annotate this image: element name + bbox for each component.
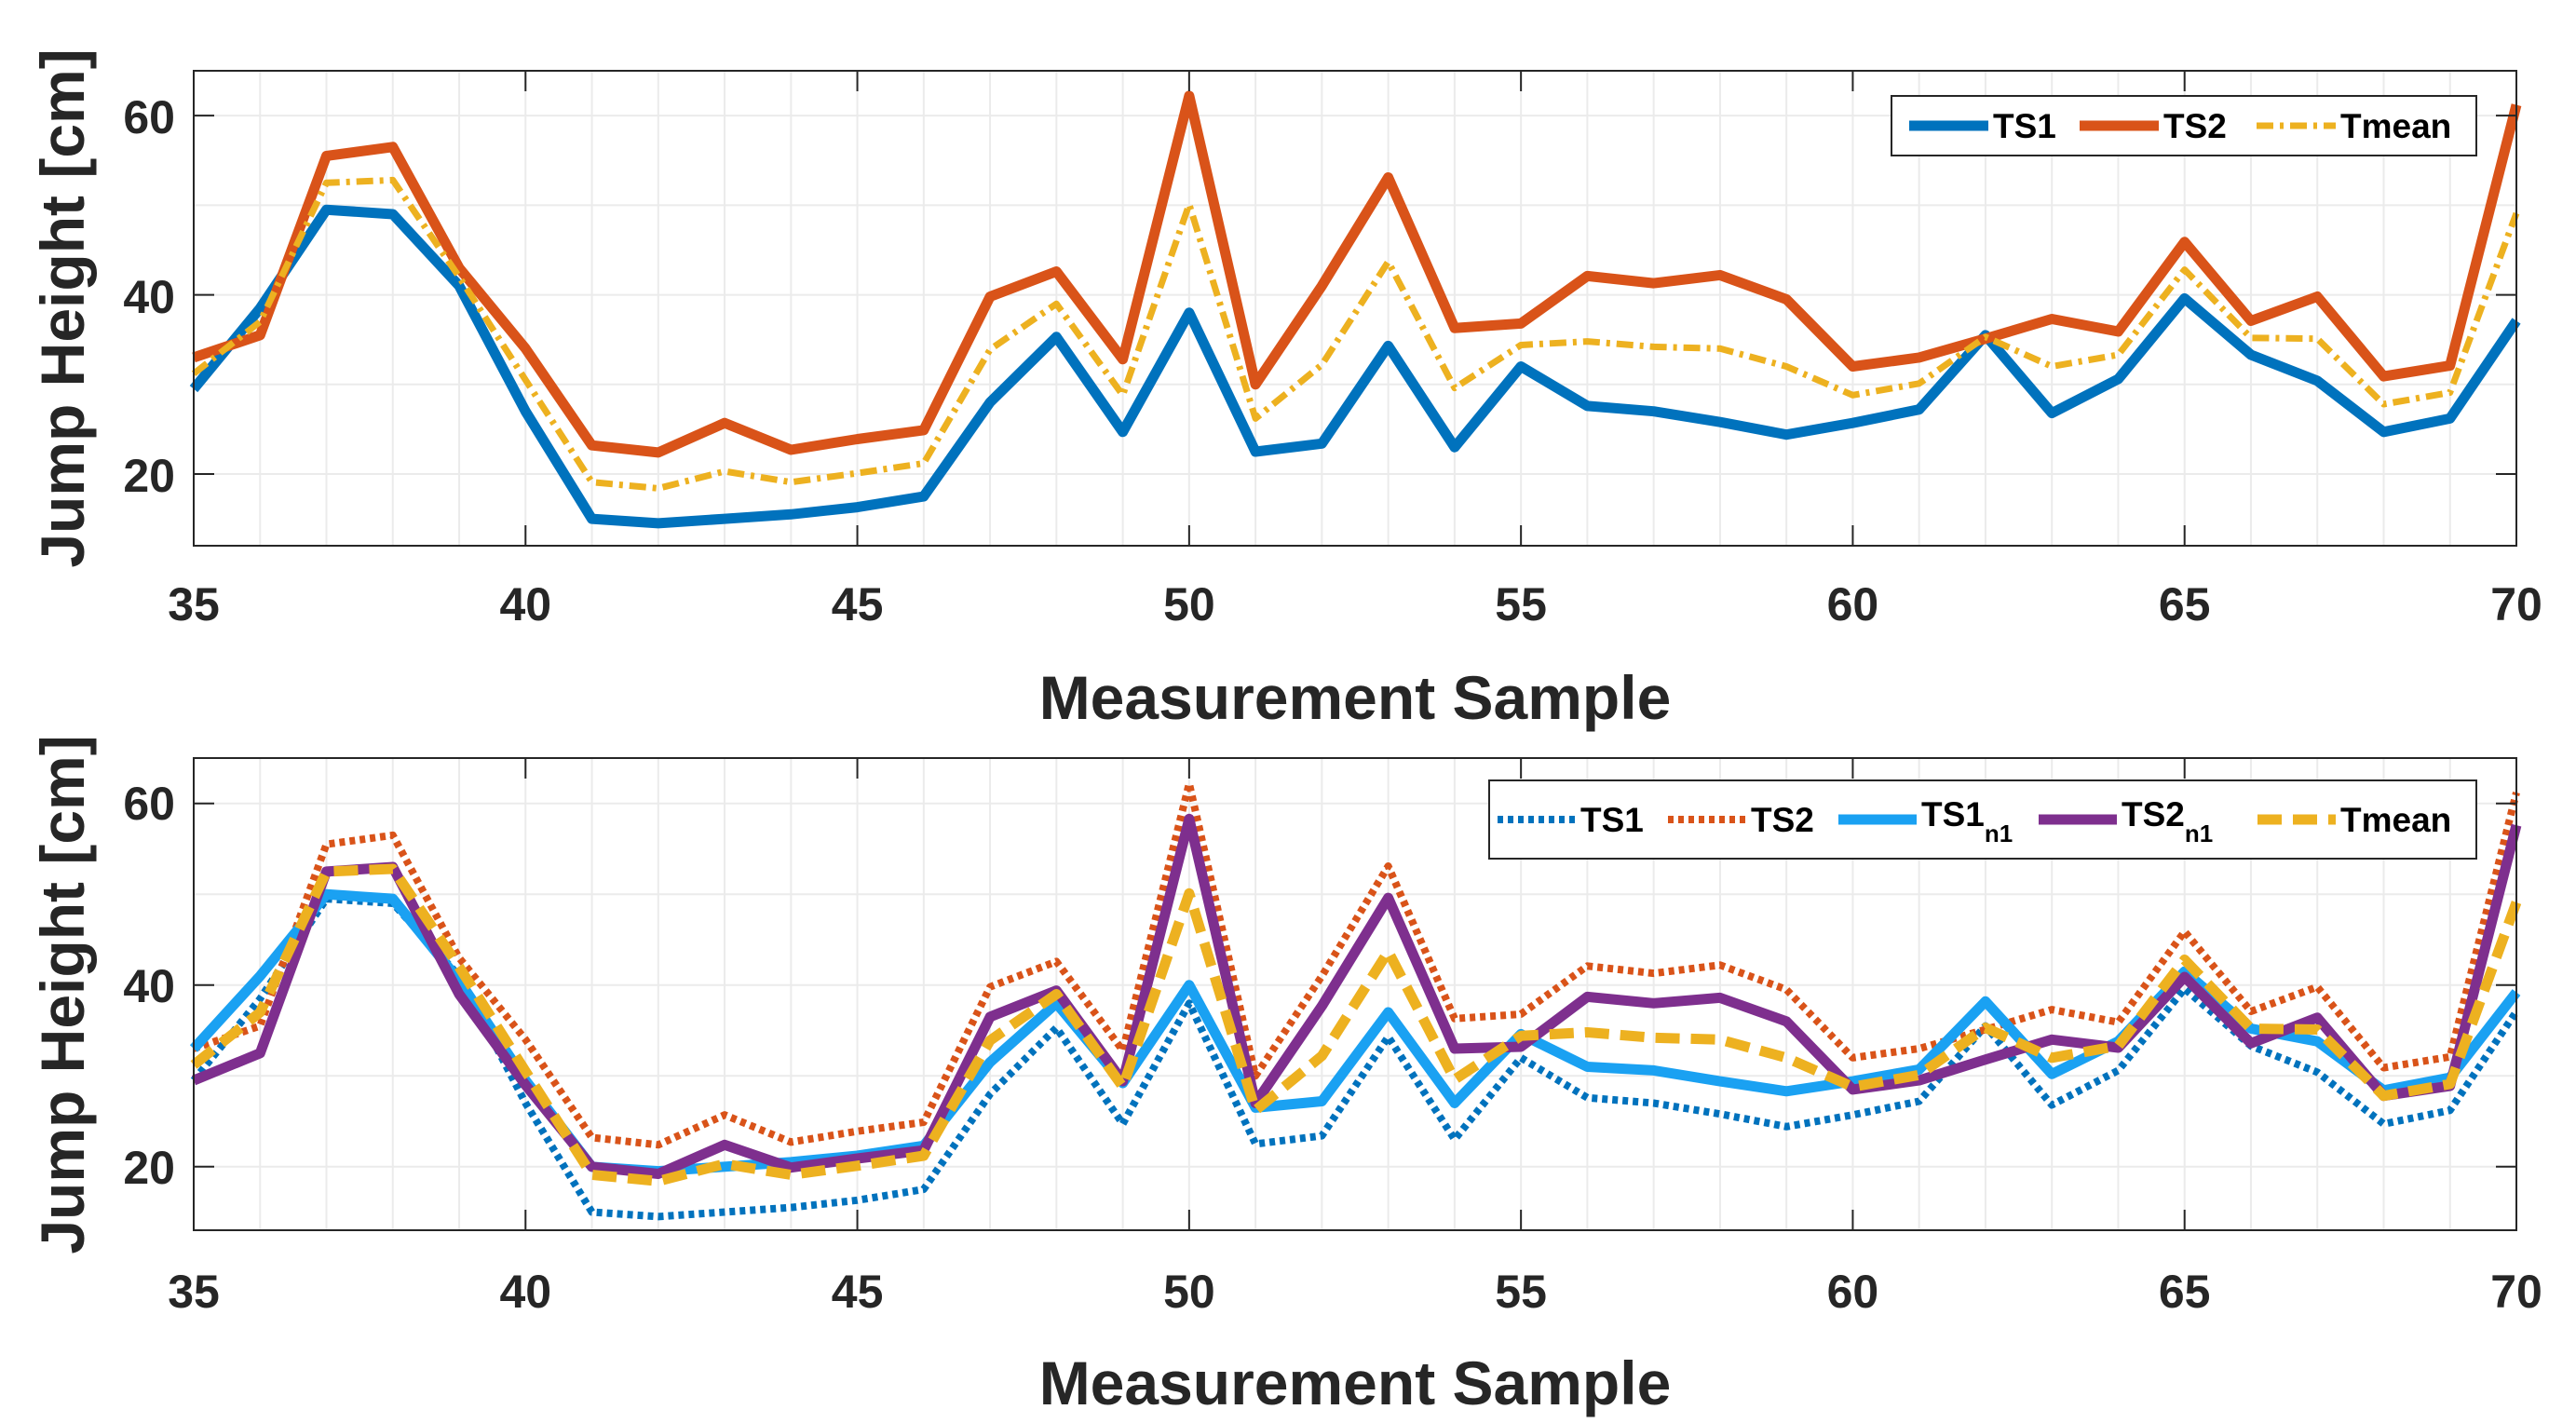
legend-label-ts2-n1-main: TS2 [2122, 795, 2185, 833]
legend-label-ts2: TS2 [2163, 107, 2227, 145]
y-tick-label: 40 [123, 271, 175, 323]
y-tick-label: 60 [123, 778, 175, 830]
legend-label-ts2-n1: TS2n1 [2122, 795, 2213, 847]
x-tick-label: 35 [168, 578, 220, 630]
legend-label-tmean: Tmean [2340, 107, 2451, 145]
x-axis-label: Measurement Sample [1039, 663, 1672, 732]
y-tick-label: 20 [123, 450, 175, 502]
x-tick-label: 65 [2159, 578, 2211, 630]
x-tick-label: 45 [832, 1266, 884, 1318]
y-axis-label: Jump Height [cm] [28, 48, 97, 567]
series-line-ts2 [192, 779, 2520, 1149]
x-tick-label: 60 [1827, 1266, 1879, 1318]
y-axis-label: Jump Height [cm] [28, 735, 97, 1254]
legend-label-ts2-n1-sub: n1 [2185, 820, 2213, 847]
x-tick-label: 70 [2490, 578, 2542, 630]
x-tick-label: 70 [2490, 1266, 2542, 1318]
x-tick-label: 40 [499, 1266, 551, 1318]
legend-label-tmean: Tmean [2340, 801, 2451, 839]
x-tick-label: 50 [1163, 578, 1215, 630]
legend-label-ts1: TS1 [1580, 801, 1644, 839]
legend-label-ts1-n1-sub: n1 [1985, 820, 2013, 847]
x-tick-label: 60 [1827, 578, 1879, 630]
x-tick-label: 55 [1495, 578, 1547, 630]
legend-label-ts1: TS1 [1993, 107, 2056, 145]
series-line-ts1 [189, 204, 2521, 529]
y-tick-label: 20 [123, 1142, 175, 1194]
series-line-tmean [190, 863, 2522, 1186]
legend-label-ts1-n1-main: TS1 [1921, 795, 1985, 833]
legend: TS1 TS2 Tmean [1891, 95, 2477, 156]
legend-label-ts2: TS2 [1751, 801, 1814, 839]
legend-label-ts1-n1: TS1n1 [1921, 795, 2013, 847]
legend: TS1 TS2 TS1n1 TS2n1 Tmean [1488, 779, 2477, 860]
y-tick-label: 40 [123, 960, 175, 1012]
x-tick-label: 65 [2159, 1266, 2211, 1318]
x-tick-label: 35 [168, 1266, 220, 1318]
x-tick-label: 40 [499, 578, 551, 630]
x-tick-label: 50 [1163, 1266, 1215, 1318]
x-tick-label: 55 [1495, 1266, 1547, 1318]
x-tick-label: 45 [832, 578, 884, 630]
series-line-tmean [191, 176, 2520, 492]
y-tick-label: 60 [123, 91, 175, 143]
bottom-chart-panel: 35 40 45 50 55 60 65 70 20 40 60 Measure… [28, 735, 2542, 1417]
series-line-ts2 [192, 90, 2522, 458]
series-line-ts1 [190, 895, 2520, 1221]
top-chart-panel: 35 40 45 50 55 60 65 70 20 40 60 Measure… [28, 48, 2542, 732]
x-axis-label: Measurement Sample [1039, 1348, 1672, 1417]
